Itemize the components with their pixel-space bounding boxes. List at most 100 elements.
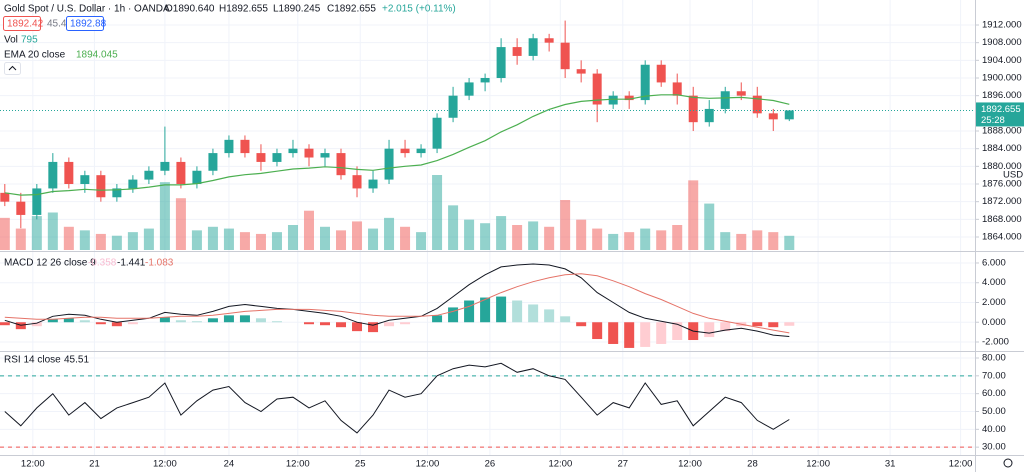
countdown-label: 25:28 — [981, 115, 1005, 126]
volume-bar — [111, 235, 122, 250]
candle-body — [16, 201, 26, 215]
candle-body — [32, 188, 42, 215]
sell-button[interactable] — [3, 16, 41, 31]
candle-body — [320, 153, 330, 158]
macd-histogram-last: -0.358 — [88, 258, 117, 269]
macd-histogram-bar — [512, 300, 523, 323]
x-tick-label: 12:00 — [548, 459, 572, 470]
candle-body — [688, 95, 698, 123]
volume-bar — [207, 226, 218, 250]
candle-body — [208, 153, 218, 171]
candle-body — [176, 161, 186, 185]
volume-bar — [271, 232, 282, 250]
volume-bar — [512, 225, 523, 250]
x-tick-label: 12:00 — [678, 459, 702, 470]
volume-bar — [432, 175, 443, 250]
candle-body — [384, 148, 394, 180]
volume-bar — [0, 217, 10, 250]
candle-body — [0, 192, 10, 202]
volume-bar — [159, 182, 170, 250]
volume-bar — [720, 232, 731, 250]
volume-bar — [784, 235, 795, 250]
rsi-last: 45.51 — [64, 355, 89, 366]
ohlc-high: H1892.655 — [219, 4, 268, 15]
volume-bar — [496, 216, 507, 250]
macd-histogram-bar — [336, 322, 347, 328]
volume-bar — [79, 230, 90, 250]
macd-histogram-bar — [480, 297, 491, 323]
labels: Gold Spot / U.S. Dollar · 1h · OANDA O18… — [3, 4, 1024, 470]
bid-price[interactable]: 1892.42 — [7, 19, 44, 30]
candle-body — [640, 64, 650, 101]
candle-body — [240, 139, 250, 154]
macd-histogram-bar — [656, 322, 667, 344]
volume-bar — [528, 221, 539, 250]
macd-histogram-bar — [31, 322, 42, 327]
collapse-button[interactable] — [4, 62, 21, 75]
x-tick-label: 31 — [885, 459, 896, 470]
y-tick-label: 2.000 — [982, 297, 1006, 308]
ema-label: EMA 20 close — [4, 50, 66, 61]
candle-body — [608, 95, 618, 105]
signal-line — [4, 273, 790, 334]
ohlc-close: C1892.655 — [327, 4, 376, 15]
buy-button[interactable] — [66, 16, 104, 31]
macd-histogram-bar — [784, 322, 795, 326]
volume-bar — [287, 225, 298, 250]
ohlc-change: +2.015 (+0.11%) — [382, 4, 456, 15]
y-tick-label: 80.00 — [982, 353, 1006, 364]
ask-price[interactable]: 1892.88 — [70, 19, 107, 30]
x-tick-label: 12:00 — [153, 459, 177, 470]
candle-body — [528, 38, 538, 56]
volume-bar — [175, 198, 186, 250]
candle-body — [160, 161, 170, 171]
volume-bar — [303, 210, 314, 250]
y-tick-label: 1872.000 — [982, 196, 1022, 207]
macd-histogram-bar — [672, 322, 683, 341]
candle-body — [64, 161, 74, 185]
y-tick-label: 1888.000 — [982, 126, 1022, 137]
candle-body — [432, 117, 442, 149]
volume-bar — [480, 223, 491, 250]
volume-bar — [191, 230, 202, 250]
candle-body — [544, 38, 554, 43]
marks — [0, 20, 975, 448]
macd-histogram-bar — [560, 316, 571, 323]
macd-histogram-bar — [448, 307, 459, 323]
grid — [0, 0, 979, 455]
macd-histogram-bar — [464, 300, 475, 323]
volume-bar — [752, 230, 763, 250]
macd-histogram-bar — [303, 322, 314, 325]
macd-line-last: -1.441 — [117, 258, 146, 269]
volume-bar — [688, 180, 699, 250]
volume-bar — [127, 232, 138, 250]
y-tick-label: 4.000 — [982, 277, 1006, 288]
candle-body — [496, 47, 506, 79]
ohlc-open: O1890.640 — [165, 4, 215, 15]
volume-bar — [63, 226, 74, 250]
settings-icon[interactable] — [1003, 458, 1013, 468]
y-tick-label: 6.000 — [982, 257, 1006, 268]
volume-bar — [95, 233, 106, 250]
macd-histogram-bar — [0, 322, 10, 326]
macd-histogram-bar — [624, 322, 635, 348]
candle-body — [736, 91, 746, 96]
macd-histogram-bar — [79, 320, 90, 323]
macd-histogram-bar — [576, 322, 587, 327]
macd-histogram-bar — [400, 322, 411, 325]
volume-bar — [416, 232, 427, 250]
volume-bar — [608, 233, 619, 250]
x-tick-label: 24 — [224, 459, 235, 470]
x-tick-label: 21 — [89, 459, 100, 470]
macd-histogram-bar — [175, 320, 186, 323]
candle-body — [560, 42, 570, 70]
candle-body — [784, 110, 794, 120]
ema-last: 1894.045 — [76, 50, 118, 61]
x-tick-label: 12:00 — [806, 459, 830, 470]
y-tick-label: 1876.000 — [982, 179, 1022, 190]
y-tick-label: 40.00 — [982, 424, 1006, 435]
volume-bar — [384, 217, 395, 250]
volume-bar — [368, 228, 379, 250]
y-tick-label: 60.00 — [982, 388, 1006, 399]
